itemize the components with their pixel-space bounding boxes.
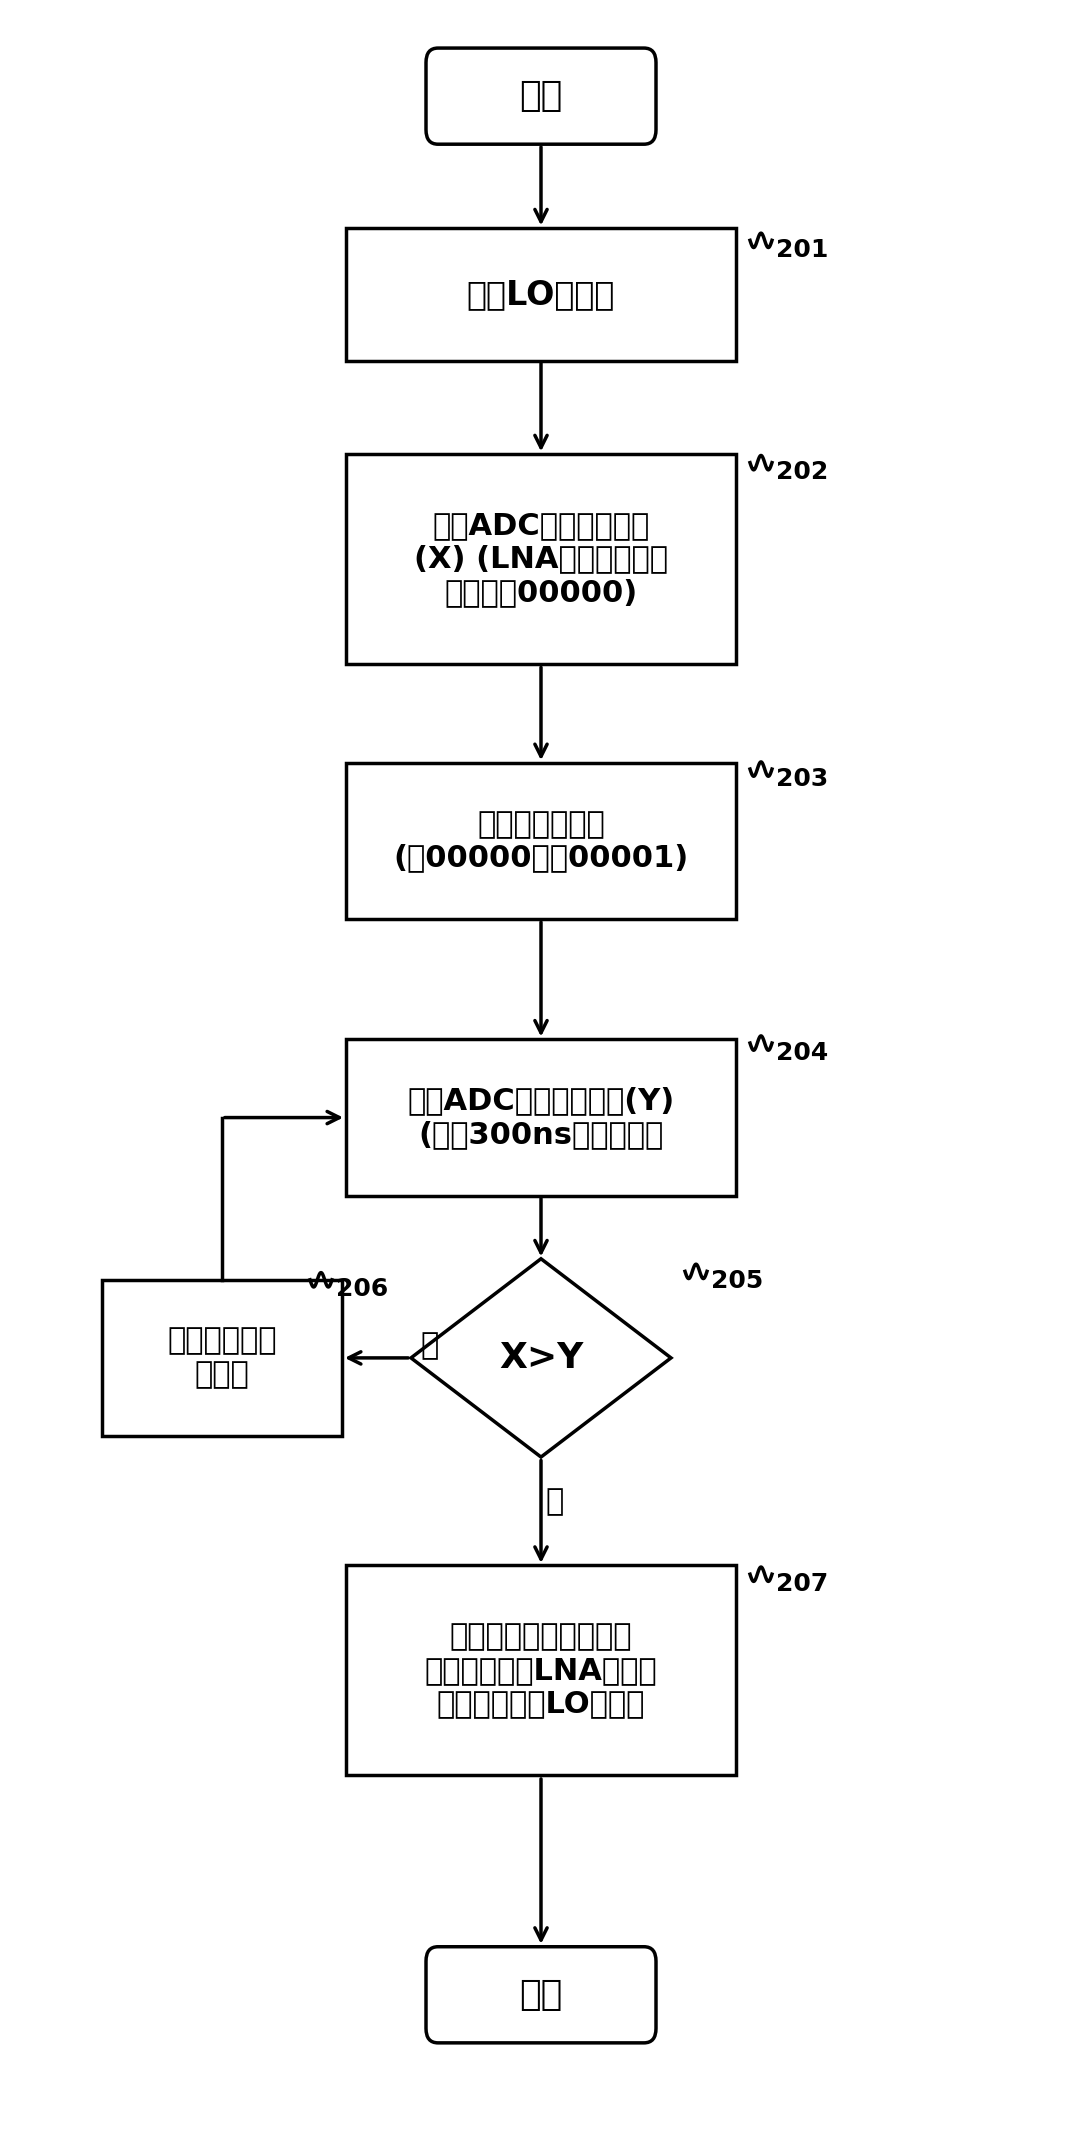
Text: 打开LO驱动器: 打开LO驱动器	[466, 278, 616, 310]
Text: 201: 201	[776, 237, 829, 261]
Text: 203: 203	[776, 766, 828, 791]
Bar	[346, 1566, 736, 1775]
Text: 增加一位电容
阵列值: 增加一位电容 阵列值	[168, 1326, 277, 1388]
Polygon shape	[411, 1258, 671, 1457]
Text: 否: 否	[421, 1330, 439, 1360]
Text: 207: 207	[776, 1572, 828, 1596]
FancyBboxPatch shape	[426, 1946, 656, 2043]
Text: 是: 是	[546, 1487, 564, 1517]
Text: 205: 205	[711, 1268, 763, 1292]
Text: 减少一位电容阵列控制
值，并输送给LNA电容阵
列，同时关断LO驱动器: 减少一位电容阵列控制 值，并输送给LNA电容阵 列，同时关断LO驱动器	[425, 1621, 657, 1718]
FancyBboxPatch shape	[426, 47, 656, 143]
Bar	[346, 764, 736, 920]
Text: 通过ADC检测信号强度
(X) (LNA中的电容阵列
初始值为00000): 通过ADC检测信号强度 (X) (LNA中的电容阵列 初始值为00000)	[414, 511, 668, 607]
Text: 增加电容阵列值
(从00000变为00001): 增加电容阵列值 (从00000变为00001)	[394, 811, 688, 873]
Text: 开始: 开始	[519, 79, 563, 113]
Text: 204: 204	[776, 1042, 828, 1065]
Bar	[346, 1040, 736, 1196]
Text: 结束: 结束	[519, 1979, 563, 2013]
Text: 206: 206	[337, 1277, 388, 1301]
Bar	[346, 229, 736, 361]
Text: 202: 202	[776, 460, 828, 483]
Bar	[346, 453, 736, 663]
Text: X>Y: X>Y	[499, 1341, 583, 1375]
Bar	[102, 1279, 342, 1435]
Text: 通过ADC检测信号强度(Y)
(延时300ns之后检测）: 通过ADC检测信号强度(Y) (延时300ns之后检测）	[408, 1087, 674, 1149]
